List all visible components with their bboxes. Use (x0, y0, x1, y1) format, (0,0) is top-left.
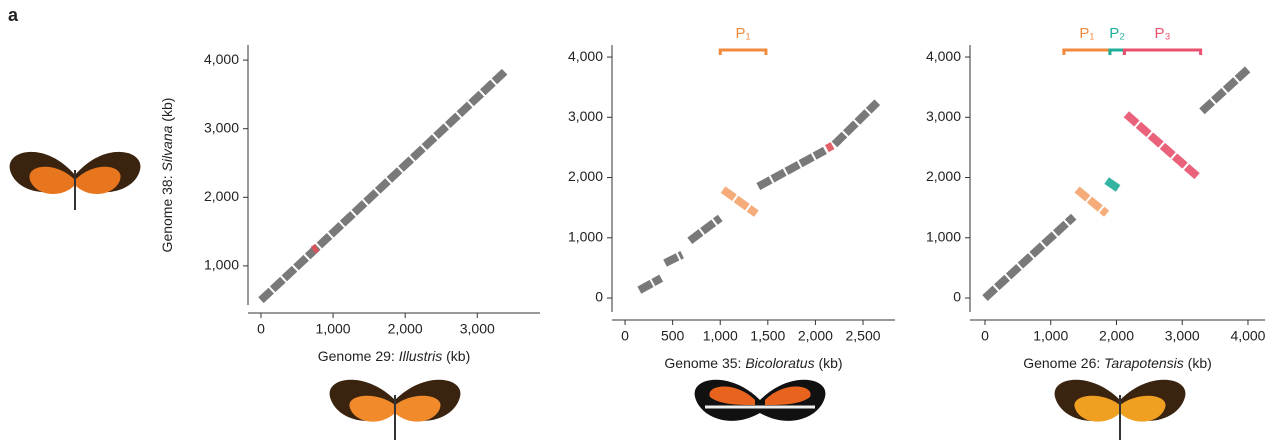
x-axis-label-unit: (kb) (442, 348, 470, 364)
y-tick-label: 4,000 (568, 48, 603, 64)
butterfly-icon (1055, 380, 1186, 440)
alignment-segment (827, 146, 833, 149)
inversion-bracket (1064, 50, 1110, 55)
x-axis-label-unit: (kb) (1184, 355, 1212, 371)
x-axis-label-species: Bicoloratus (745, 355, 814, 371)
y-axis-label-prefix: Genome 38: (159, 171, 175, 252)
x-axis-label-prefix: Genome 35: (664, 355, 745, 371)
x-axis-label: Genome 26: Tarapotensis (kb) (1023, 355, 1212, 371)
y-tick-label: 4,000 (204, 51, 239, 67)
y-tick-label: 2,000 (568, 168, 603, 184)
alignment-segment (758, 150, 825, 186)
y-tick-label: 0 (595, 289, 603, 305)
y-tick-label: 3,000 (204, 119, 239, 135)
alignment-segment (1202, 69, 1248, 111)
x-tick-label: 1,000 (1033, 328, 1068, 344)
y-axis-label-unit: (kb) (159, 98, 175, 126)
y-tick-label: 3,000 (568, 108, 603, 124)
y-tick-label: 4,000 (926, 48, 961, 64)
x-axis-label: Genome 35: Bicoloratus (kb) (664, 355, 842, 371)
y-tick-label: 3,000 (926, 108, 961, 124)
alignment-segment (1077, 190, 1107, 214)
alignment-segment (723, 190, 756, 214)
x-tick-label: 1,500 (750, 328, 785, 344)
x-tick-label: 3,000 (460, 321, 495, 337)
y-axis-label: Genome 38: Silvana (kb) (159, 98, 175, 253)
x-tick-label: 2,000 (798, 328, 833, 344)
inversion-label: P₁ (1079, 25, 1094, 42)
x-tick-label: 2,000 (1099, 328, 1134, 344)
y-tick-label: 1,000 (204, 257, 239, 273)
alignment-segment (639, 278, 661, 290)
inversion-label: P₃ (1154, 25, 1170, 42)
x-tick-label: 0 (257, 321, 265, 337)
inversion-label: P₁ (736, 25, 751, 42)
x-tick-label: 2,000 (388, 321, 423, 337)
inversion-label: P₂ (1109, 25, 1125, 42)
butterfly-icon (330, 380, 461, 440)
alignment-segment (1107, 181, 1120, 190)
alignment-segment (313, 247, 317, 250)
butterfly-icon (695, 380, 826, 421)
x-axis-label: Genome 29: Illustris (kb) (318, 348, 471, 364)
x-tick-label: 0 (621, 328, 629, 344)
y-axis-label-species: Silvana (159, 125, 175, 171)
y-tick-label: 1,000 (926, 228, 961, 244)
alignment-segment (261, 70, 506, 300)
inversion-bracket (1110, 50, 1124, 55)
x-tick-label: 0 (981, 328, 989, 344)
x-axis-label-prefix: Genome 29: (318, 348, 399, 364)
inversion-bracket (720, 50, 766, 55)
alignment-segment (834, 102, 877, 144)
alignment-segment (665, 255, 682, 263)
alignment-segment (1126, 114, 1198, 177)
alignment-segment (985, 217, 1074, 298)
x-tick-label: 4,000 (1230, 328, 1265, 344)
x-tick-label: 3,000 (1165, 328, 1200, 344)
inversion-bracket (1124, 50, 1200, 55)
alignment-segment (690, 218, 720, 241)
x-tick-label: 500 (661, 328, 685, 344)
x-axis-label-species: Illustris (399, 348, 443, 364)
y-tick-label: 2,000 (204, 188, 239, 204)
x-tick-label: 1,000 (703, 328, 738, 344)
butterfly-icon (10, 152, 141, 210)
x-axis-label-unit: (kb) (815, 355, 843, 371)
x-tick-label: 2,500 (845, 328, 880, 344)
y-tick-label: 1,000 (568, 228, 603, 244)
panel-label: a (8, 5, 19, 25)
x-axis-label-species: Tarapotensis (1104, 355, 1184, 371)
y-tick-label: 2,000 (926, 168, 961, 184)
x-axis-label-prefix: Genome 26: (1023, 355, 1104, 371)
x-tick-label: 1,000 (316, 321, 351, 337)
figure: a 1,000 2,000 3,000 4,000 0 1,000 2,000 3,000 Ge… (0, 0, 1275, 443)
y-tick-label: 0 (953, 289, 961, 305)
